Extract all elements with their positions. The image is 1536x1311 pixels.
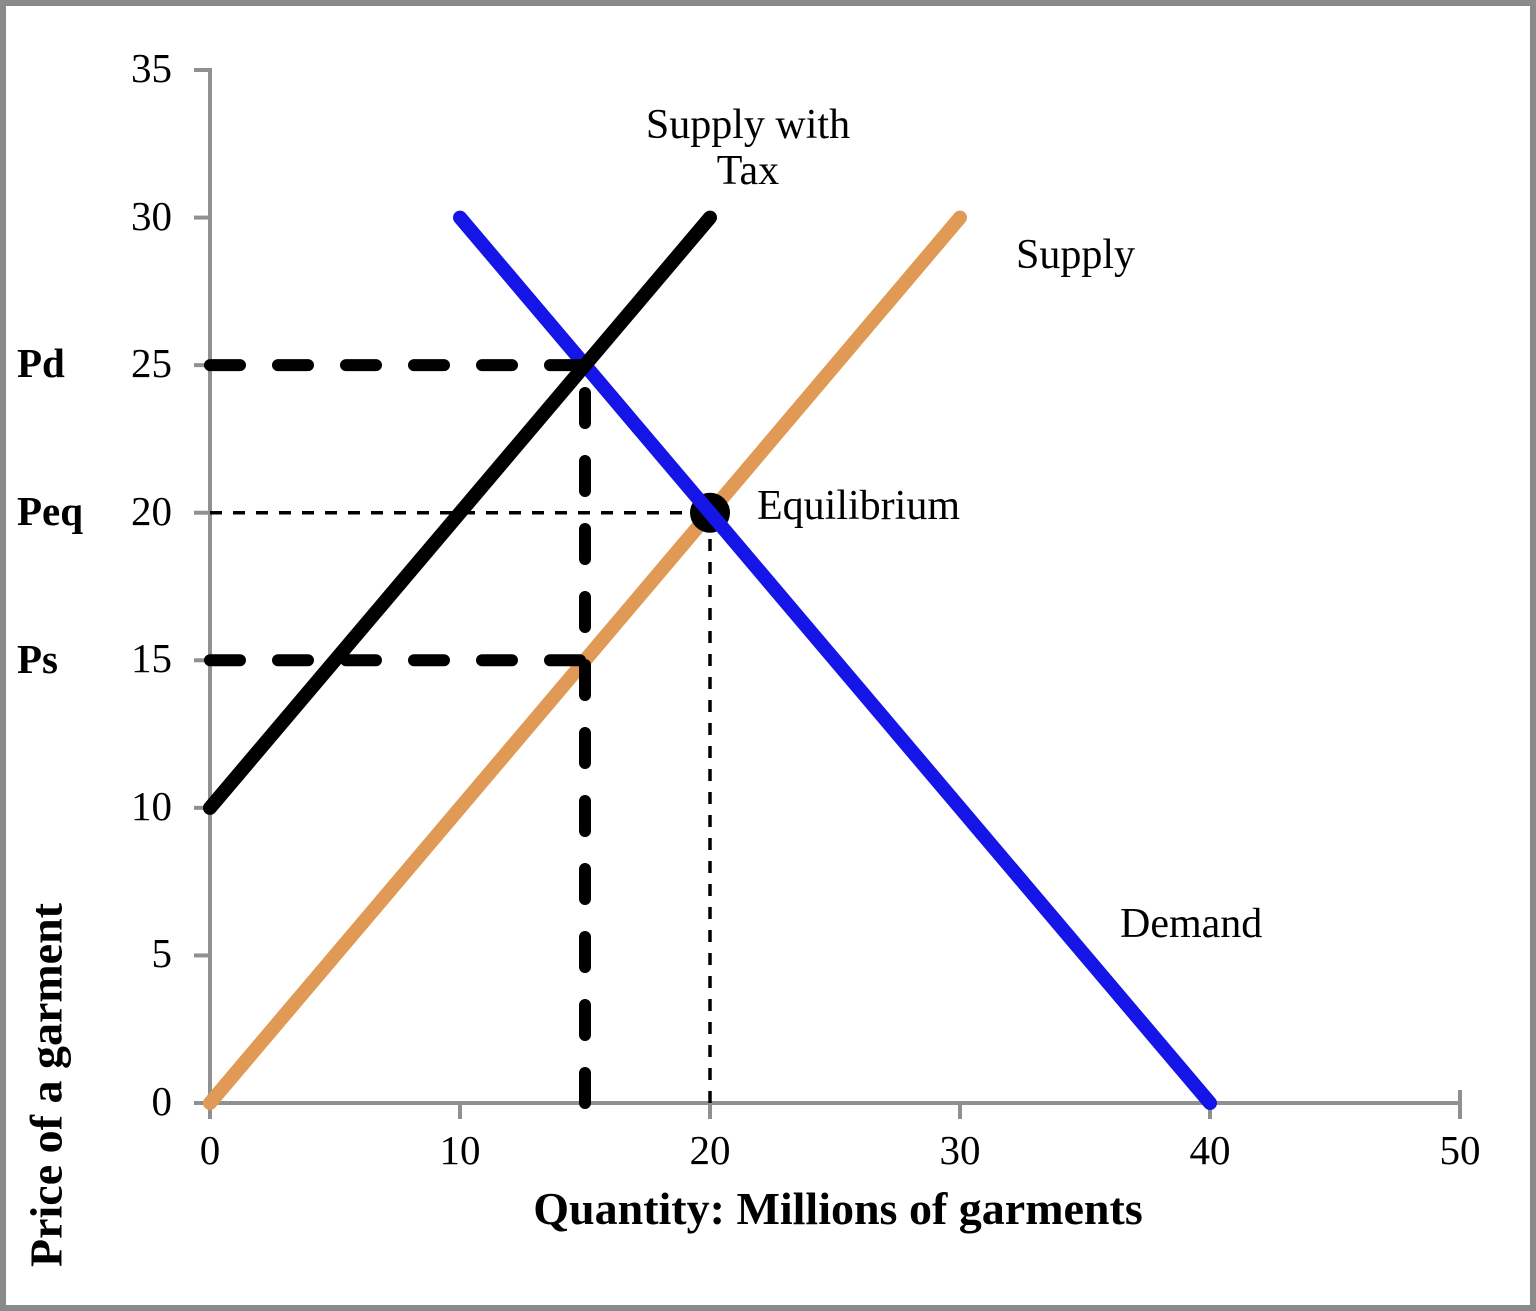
ps-label: Ps (17, 636, 58, 682)
y-axis-title: Price of a garment (20, 902, 72, 1268)
equilibrium-label: Equilibrium (757, 483, 960, 529)
y-tick-10: 10 (131, 783, 172, 829)
series-supply-with-tax (203, 210, 717, 815)
x-tick-40: 40 (1189, 1127, 1231, 1173)
supply-with-tax-label: Supply with Tax (646, 102, 850, 194)
pd-label: Pd (17, 340, 65, 386)
y-tick-30: 30 (131, 193, 172, 239)
y-tick-0: 0 (151, 1078, 173, 1124)
y-tick-15: 15 (131, 635, 172, 681)
x-tick-20: 20 (689, 1127, 731, 1173)
demand-label: Demand (1120, 901, 1263, 947)
peq-label: Peq (17, 488, 84, 534)
x-axis-title: Quantity: Millions of garments (533, 1183, 1143, 1234)
y-tick-5: 5 (151, 930, 173, 976)
x-tick-0: 0 (199, 1127, 221, 1173)
x-tick-10: 10 (439, 1127, 481, 1173)
x-tick-30: 30 (939, 1127, 981, 1173)
supply-with-tax-label-line1: Supply with (645, 102, 851, 148)
y-tick-35: 35 (131, 45, 172, 91)
supply-with-tax-label-line2: Tax (716, 148, 780, 195)
supply-label: Supply (1016, 232, 1136, 278)
x-tick-50: 50 (1439, 1127, 1481, 1173)
y-tick-25: 25 (131, 340, 172, 386)
y-tick-20: 20 (131, 488, 172, 534)
